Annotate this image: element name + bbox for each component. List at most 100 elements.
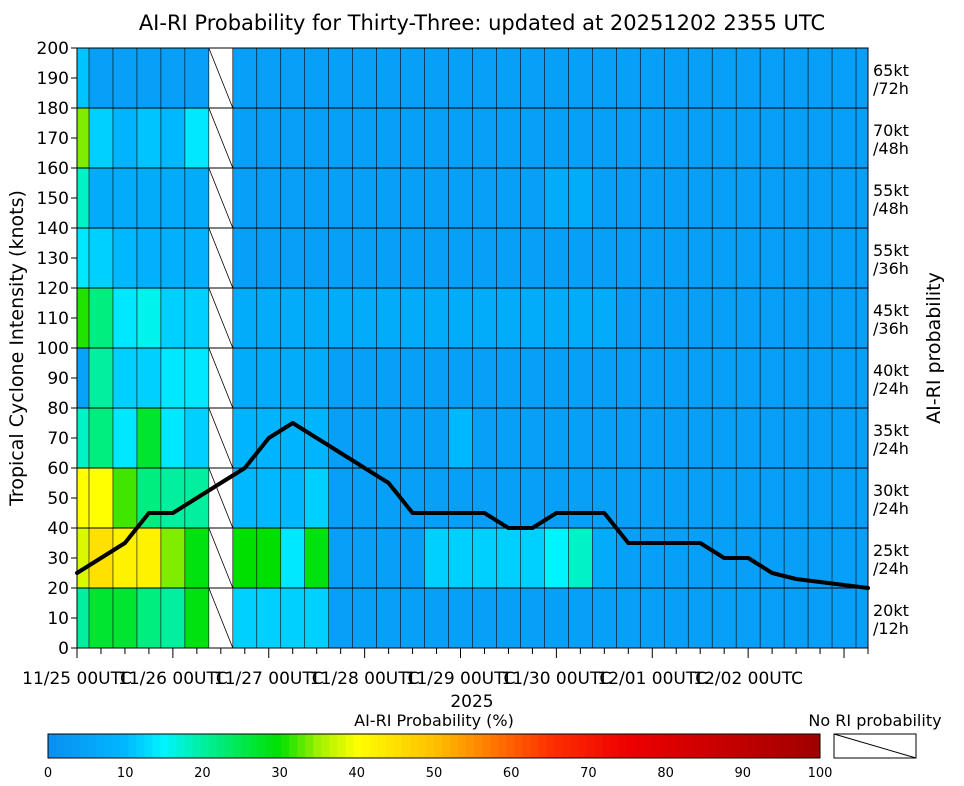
heatmap-cell [640, 228, 665, 288]
heatmap-cell [472, 48, 497, 108]
row-label-threshold: 45kt [873, 301, 909, 320]
chart-title: AI-RI Probability for Thirty-Three: upda… [139, 11, 825, 35]
heatmap-cell [88, 288, 113, 348]
heatmap-cell [184, 288, 209, 348]
y-tick-label: 40 [47, 519, 69, 539]
heatmap-cell [280, 48, 305, 108]
heatmap-cell [496, 288, 521, 348]
no-ri-hatch [208, 227, 234, 289]
no-ri-hatch [208, 107, 234, 169]
colorbar-segment [249, 734, 258, 758]
heatmap-cell [232, 168, 257, 228]
heatmap-cell [712, 48, 737, 108]
heatmap-cell [712, 108, 737, 168]
heatmap-cell [712, 588, 737, 648]
heatmap-cell [688, 468, 713, 528]
colorbar-segment [795, 734, 805, 758]
heatmap-cell [280, 468, 305, 528]
y-tick-label: 60 [47, 459, 69, 479]
heatmap-cell [520, 588, 545, 648]
colorbar-segment [265, 734, 274, 758]
heatmap-cell [160, 588, 185, 648]
y-tick-label: 50 [47, 489, 69, 509]
colorbar-segment [361, 734, 371, 758]
heatmap-cell [808, 288, 833, 348]
heatmap-cell [592, 528, 617, 588]
heatmap-cell [496, 348, 521, 408]
heatmap-cell [568, 528, 593, 588]
heatmap-cell [232, 108, 257, 168]
colorbar-segment [562, 734, 572, 758]
colorbar-segment [80, 734, 89, 758]
heatmap-cell [77, 168, 89, 228]
heatmap-cell [304, 108, 329, 168]
x-tick-label: 11/25 00UTC [22, 669, 132, 689]
no-ri-hatch [208, 407, 234, 469]
colorbar-segment [257, 734, 266, 758]
heatmap-cell [808, 528, 833, 588]
heatmap-cell [280, 408, 305, 468]
colorbar-segment [450, 734, 459, 758]
heatmap-cell [328, 228, 353, 288]
heatmap-cell [712, 408, 737, 468]
heatmap-cell [520, 48, 545, 108]
heatmap-cell [376, 228, 401, 288]
heatmap-cell [808, 348, 833, 408]
heatmap-cell [136, 228, 161, 288]
heatmap-cell [280, 528, 305, 588]
colorbar-frame [47, 733, 821, 759]
colorbar-segment [530, 734, 539, 758]
heatmap-cell [256, 228, 281, 288]
heatmap-cell [496, 168, 521, 228]
no-ri-hatch [208, 347, 234, 409]
heatmap-cell [568, 588, 593, 648]
colorbar-segment [216, 734, 226, 758]
heatmap-cell [688, 288, 713, 348]
colorbar-segment [514, 734, 523, 758]
y-tick-label: 200 [37, 39, 69, 59]
colorbar-tick-label: 60 [503, 766, 520, 781]
heatmap-cell [760, 288, 785, 348]
colorbar-segment [241, 734, 250, 758]
colorbar-tick-label: 80 [657, 766, 674, 781]
heatmap-cell [544, 48, 569, 108]
heatmap-cell [328, 408, 353, 468]
heatmap-cell [77, 528, 89, 588]
no-ri-swatch-hatch [833, 733, 917, 759]
x-tick-label: 11/26 00UTC [118, 669, 228, 689]
colorbar-segment [224, 734, 234, 758]
heatmap-cell [808, 48, 833, 108]
heatmap-cell [832, 408, 857, 468]
row-label-threshold: 40kt [873, 361, 909, 380]
no-ri-hatch [208, 527, 234, 589]
heatmap-cell [77, 48, 89, 108]
heatmap-cell [160, 48, 185, 108]
colorbar-segment [377, 734, 387, 758]
colorbar-segment [88, 734, 97, 758]
heatmap-cell [328, 48, 353, 108]
heatmap-cell [352, 108, 377, 168]
no-ri-hatch [208, 47, 234, 109]
heatmap-cell [352, 408, 377, 468]
heatmap-cell [424, 288, 449, 348]
heatmap-cell [88, 108, 113, 168]
heatmap-cell [136, 408, 161, 468]
heatmap-cell [256, 108, 281, 168]
y-tick-label: 150 [37, 189, 69, 209]
heatmap-cell [664, 228, 689, 288]
heatmap-cell [88, 48, 113, 108]
heatmap-cell [136, 288, 161, 348]
heatmap-cell [640, 468, 665, 528]
x-tick-label: 11/27 00UTC [214, 669, 324, 689]
heatmap-cell [256, 348, 281, 408]
heatmap-cell [712, 468, 737, 528]
heatmap-cell [688, 228, 713, 288]
heatmap-cell [400, 288, 425, 348]
row-labels: 20kt/12h25kt/24h30kt/24h35kt/24h40kt/24h… [873, 61, 909, 638]
heatmap-cell [640, 48, 665, 108]
heatmap-cell [616, 168, 641, 228]
y-tick-label: 80 [47, 399, 69, 419]
heatmap-cell [856, 408, 868, 468]
y-tick-label: 100 [37, 339, 69, 359]
heatmap-cell [760, 468, 785, 528]
